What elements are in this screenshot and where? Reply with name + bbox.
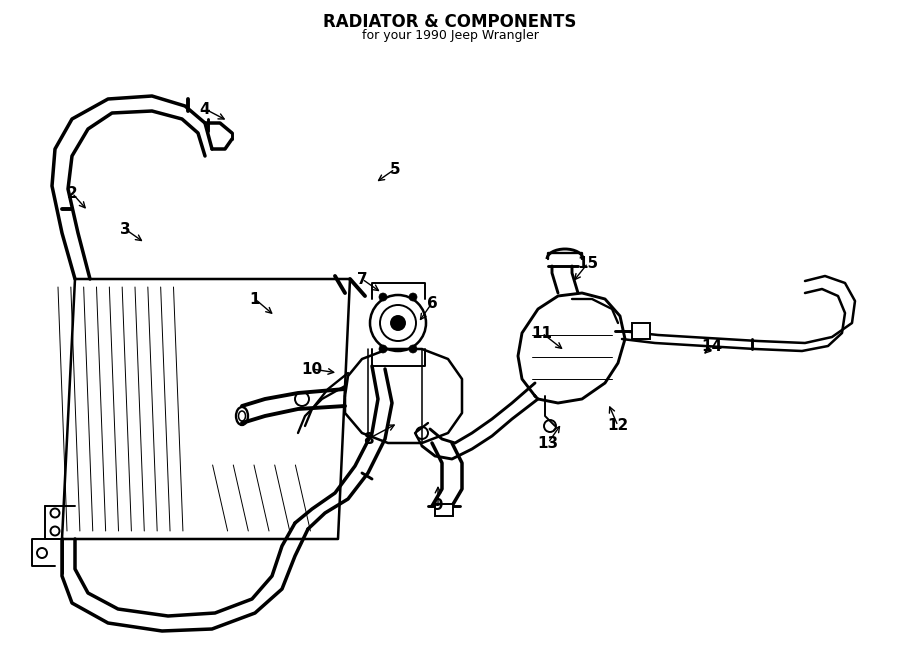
Text: 14: 14 [701, 338, 723, 354]
Text: 9: 9 [433, 498, 444, 514]
Circle shape [409, 345, 417, 353]
FancyBboxPatch shape [632, 323, 650, 339]
Text: 12: 12 [608, 418, 628, 434]
Circle shape [379, 293, 387, 301]
Text: 4: 4 [200, 102, 211, 116]
Text: 13: 13 [537, 436, 559, 451]
Text: RADIATOR & COMPONENTS: RADIATOR & COMPONENTS [323, 13, 577, 31]
Text: 2: 2 [67, 186, 77, 200]
FancyBboxPatch shape [435, 504, 453, 516]
Circle shape [379, 345, 387, 353]
Text: 10: 10 [302, 362, 322, 377]
Text: 6: 6 [427, 295, 437, 311]
Text: 11: 11 [532, 325, 553, 340]
Circle shape [391, 316, 405, 330]
Text: for your 1990 Jeep Wrangler: for your 1990 Jeep Wrangler [362, 29, 538, 42]
Text: 5: 5 [390, 161, 400, 176]
Text: 1: 1 [249, 292, 260, 307]
Text: 3: 3 [120, 221, 130, 237]
Circle shape [409, 293, 417, 301]
Text: 7: 7 [356, 272, 367, 286]
Text: 15: 15 [578, 256, 599, 270]
Text: 8: 8 [363, 432, 374, 446]
